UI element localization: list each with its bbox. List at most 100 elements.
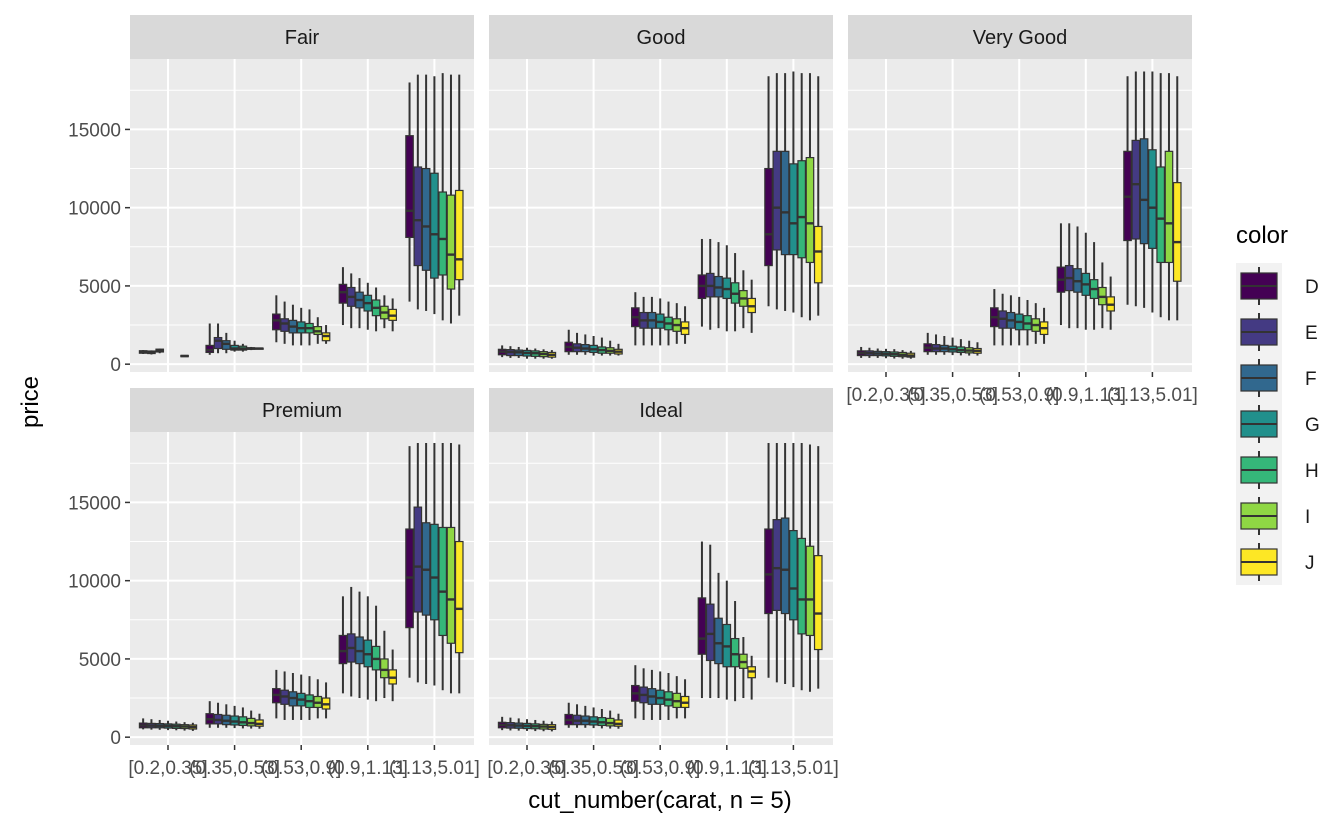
box-body [272,313,281,331]
x-tick-label: (0.53,0.9] [620,758,700,779]
box-body [1156,166,1166,264]
box-f [1139,71,1149,308]
legend-label: G [1305,415,1320,436]
box-e [213,702,223,728]
box-h [597,337,607,356]
facet-strip [130,15,474,59]
box-i [246,346,256,351]
x-tick-label: (0.35,0.53] [548,758,639,779]
box-e [572,332,582,355]
x-tick-label: [0.2,0.35] [487,758,566,779]
box-j [973,342,982,356]
box-g [363,596,373,700]
box-g [589,707,598,729]
box-i [313,317,323,344]
box-body [780,150,790,256]
box-j [454,444,464,694]
box-body [446,526,456,644]
box-g [163,720,173,731]
box-f [714,572,723,699]
facet-panel-fair: Fair 0 5000 10000 15000 [68,15,474,376]
box-j [747,655,756,700]
box-body [430,172,439,279]
box-h [305,309,314,346]
box-d [697,238,707,327]
box-f [221,332,231,354]
legend-label: F [1305,369,1317,390]
facet-strip [130,388,474,432]
legend-key-j: J [1236,539,1315,585]
box-i [605,710,615,729]
legend-key-d: D [1236,263,1319,309]
box-h [730,253,740,332]
box-g [948,337,957,356]
x-tick-label: (1.13,5.01] [748,758,839,779]
legend-label: J [1305,553,1315,574]
box-g [296,674,306,720]
box-f [421,74,431,311]
box-body [813,225,823,284]
box-f [1073,226,1082,329]
box-i [446,74,456,324]
box-h [1023,300,1032,346]
legend-key-i: I [1236,493,1310,539]
box-j [388,649,397,702]
box-body [772,150,782,251]
box-body [772,519,782,612]
box-e [572,704,582,728]
box-e [705,544,715,699]
legend-key-f: F [1236,355,1317,401]
y-tick-label: 5000 [79,650,121,671]
y-tick-label: 15000 [68,493,121,514]
box-f [155,348,165,354]
box-body [380,658,389,679]
box-g [296,307,306,346]
box-j [255,713,264,729]
box-j [1106,276,1115,330]
facet-panel-very-good: Very Good [0.2,0.35](0.35,0.53](0.53,0.9]… [846,15,1198,406]
box-i [605,340,615,356]
box-i [1031,303,1041,344]
facet-panel-premium: Premium 0 5000 10000 15000 [0.2,0.35](0.35,0.… [68,388,480,779]
box-body [805,156,815,264]
box-body [1131,139,1141,240]
box-g [430,76,439,315]
box-h [530,348,540,359]
box-f [647,669,657,720]
box-f [873,348,883,358]
box-e [413,442,423,683]
box-f [1006,295,1016,346]
box-body [805,545,815,637]
box-body [797,537,807,635]
box-body [813,555,823,651]
box-d [405,82,414,302]
box-e [1131,71,1141,307]
box-e [705,238,715,330]
box-g [881,348,891,359]
box-e [346,273,356,329]
box-d [1056,223,1066,326]
box-d [205,323,215,355]
box-h [797,73,807,318]
facet-strip [489,15,833,59]
box-i [380,295,389,329]
box-body [338,634,348,665]
x-tick-label: (0.53,0.9] [979,385,1059,406]
box-j [255,347,264,350]
box-g [230,705,239,729]
box-j [1039,307,1049,344]
box-g [522,719,532,731]
box-body [705,603,715,662]
box-i [1098,262,1107,329]
box-d [138,350,148,355]
box-i [964,340,974,356]
x-tick-label: [0.2,0.35] [128,758,207,779]
box-h [956,339,966,356]
box-d [990,289,999,346]
box-body [421,167,431,271]
x-tick-label: [0.2,0.35] [846,385,925,406]
box-g [230,340,239,352]
box-body [764,528,773,615]
box-i [739,270,748,329]
